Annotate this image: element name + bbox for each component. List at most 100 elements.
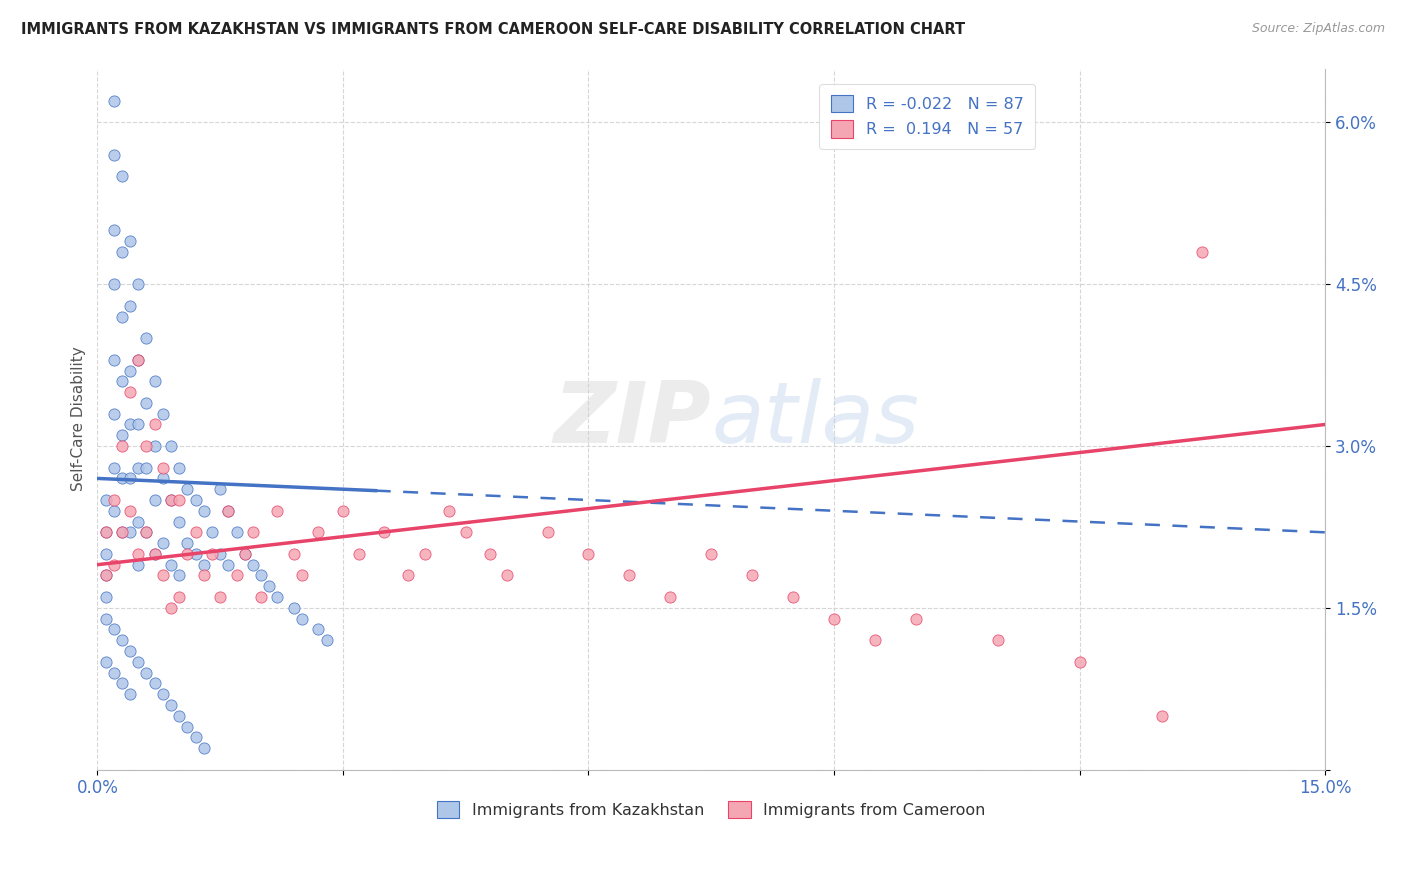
Point: [659, 590, 682, 604]
Point: [700, 547, 723, 561]
Point: [160, 493, 183, 508]
Point: [120, 363, 142, 377]
Point: [209, 590, 232, 604]
Point: [167, 590, 190, 604]
Point: [94, 655, 117, 669]
Point: [160, 439, 183, 453]
Point: [120, 504, 142, 518]
Point: [135, 331, 157, 345]
Point: [103, 493, 125, 508]
Point: [176, 719, 198, 733]
Point: [127, 277, 149, 292]
Point: [283, 600, 305, 615]
Point: [103, 352, 125, 367]
Point: [103, 223, 125, 237]
Point: [111, 244, 134, 259]
Text: IMMIGRANTS FROM KAZAKHSTAN VS IMMIGRANTS FROM CAMEROON SELF-CARE DISABILITY CORR: IMMIGRANTS FROM KAZAKHSTAN VS IMMIGRANTS…: [21, 22, 965, 37]
Point: [103, 407, 125, 421]
Point: [94, 568, 117, 582]
Point: [863, 633, 886, 648]
Point: [143, 417, 166, 432]
Point: [127, 352, 149, 367]
Point: [233, 547, 256, 561]
Point: [111, 633, 134, 648]
Text: atlas: atlas: [711, 377, 920, 460]
Point: [94, 493, 117, 508]
Y-axis label: Self-Care Disability: Self-Care Disability: [72, 347, 86, 491]
Point: [127, 655, 149, 669]
Point: [127, 460, 149, 475]
Point: [250, 590, 273, 604]
Point: [167, 708, 190, 723]
Point: [167, 460, 190, 475]
Point: [396, 568, 419, 582]
Point: [143, 493, 166, 508]
Point: [225, 568, 247, 582]
Point: [111, 428, 134, 442]
Point: [217, 558, 239, 572]
Point: [135, 396, 157, 410]
Point: [349, 547, 371, 561]
Point: [209, 482, 232, 496]
Point: [782, 590, 804, 604]
Point: [94, 612, 117, 626]
Point: [135, 460, 157, 475]
Point: [193, 504, 215, 518]
Point: [1191, 244, 1213, 259]
Point: [143, 439, 166, 453]
Point: [103, 665, 125, 680]
Point: [217, 504, 239, 518]
Point: [176, 547, 198, 561]
Point: [120, 471, 142, 485]
Point: [135, 665, 157, 680]
Point: [120, 385, 142, 400]
Point: [120, 687, 142, 701]
Point: [127, 417, 149, 432]
Point: [143, 547, 166, 561]
Point: [143, 676, 166, 690]
Point: [242, 525, 264, 540]
Point: [439, 504, 461, 518]
Point: [619, 568, 641, 582]
Point: [120, 299, 142, 313]
Point: [103, 623, 125, 637]
Point: [152, 687, 174, 701]
Point: [111, 471, 134, 485]
Point: [167, 493, 190, 508]
Point: [103, 460, 125, 475]
Point: [1150, 708, 1173, 723]
Point: [266, 590, 288, 604]
Point: [413, 547, 436, 561]
Point: [120, 417, 142, 432]
Point: [103, 558, 125, 572]
Point: [160, 493, 183, 508]
Point: [307, 623, 329, 637]
Point: [217, 504, 239, 518]
Point: [152, 471, 174, 485]
Point: [152, 407, 174, 421]
Point: [578, 547, 600, 561]
Point: [332, 504, 354, 518]
Point: [176, 482, 198, 496]
Point: [135, 439, 157, 453]
Point: [373, 525, 395, 540]
Point: [184, 731, 207, 745]
Point: [103, 277, 125, 292]
Point: [152, 460, 174, 475]
Point: [94, 525, 117, 540]
Point: [242, 558, 264, 572]
Point: [160, 600, 183, 615]
Point: [315, 633, 337, 648]
Point: [152, 568, 174, 582]
Point: [184, 493, 207, 508]
Point: [454, 525, 477, 540]
Point: [167, 568, 190, 582]
Point: [103, 148, 125, 162]
Point: [143, 375, 166, 389]
Point: [536, 525, 558, 540]
Point: [201, 525, 224, 540]
Point: [1069, 655, 1091, 669]
Point: [103, 504, 125, 518]
Point: [184, 547, 207, 561]
Point: [94, 568, 117, 582]
